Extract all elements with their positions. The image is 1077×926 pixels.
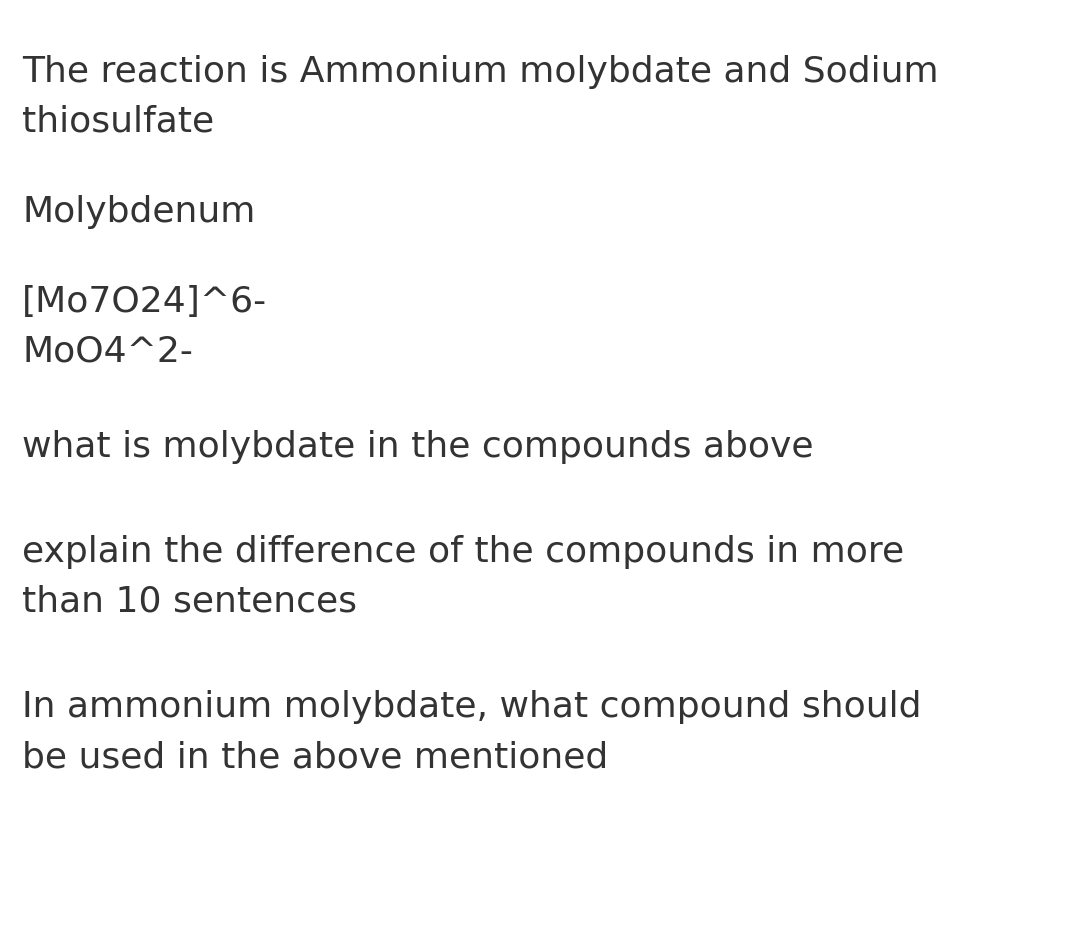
Text: MoO4^2-: MoO4^2-	[22, 335, 193, 369]
Text: In ammonium molybdate, what compound should: In ammonium molybdate, what compound sho…	[22, 690, 922, 724]
Text: [Mo7O24]^6-: [Mo7O24]^6-	[22, 285, 267, 319]
Text: Molybdenum: Molybdenum	[22, 195, 255, 229]
Text: what is molybdate in the compounds above: what is molybdate in the compounds above	[22, 430, 813, 464]
Text: thiosulfate: thiosulfate	[22, 105, 214, 139]
Text: The reaction is Ammonium molybdate and Sodium: The reaction is Ammonium molybdate and S…	[22, 55, 939, 89]
Text: be used in the above mentioned: be used in the above mentioned	[22, 740, 609, 774]
Text: than 10 sentences: than 10 sentences	[22, 585, 356, 619]
Text: explain the difference of the compounds in more: explain the difference of the compounds …	[22, 535, 904, 569]
